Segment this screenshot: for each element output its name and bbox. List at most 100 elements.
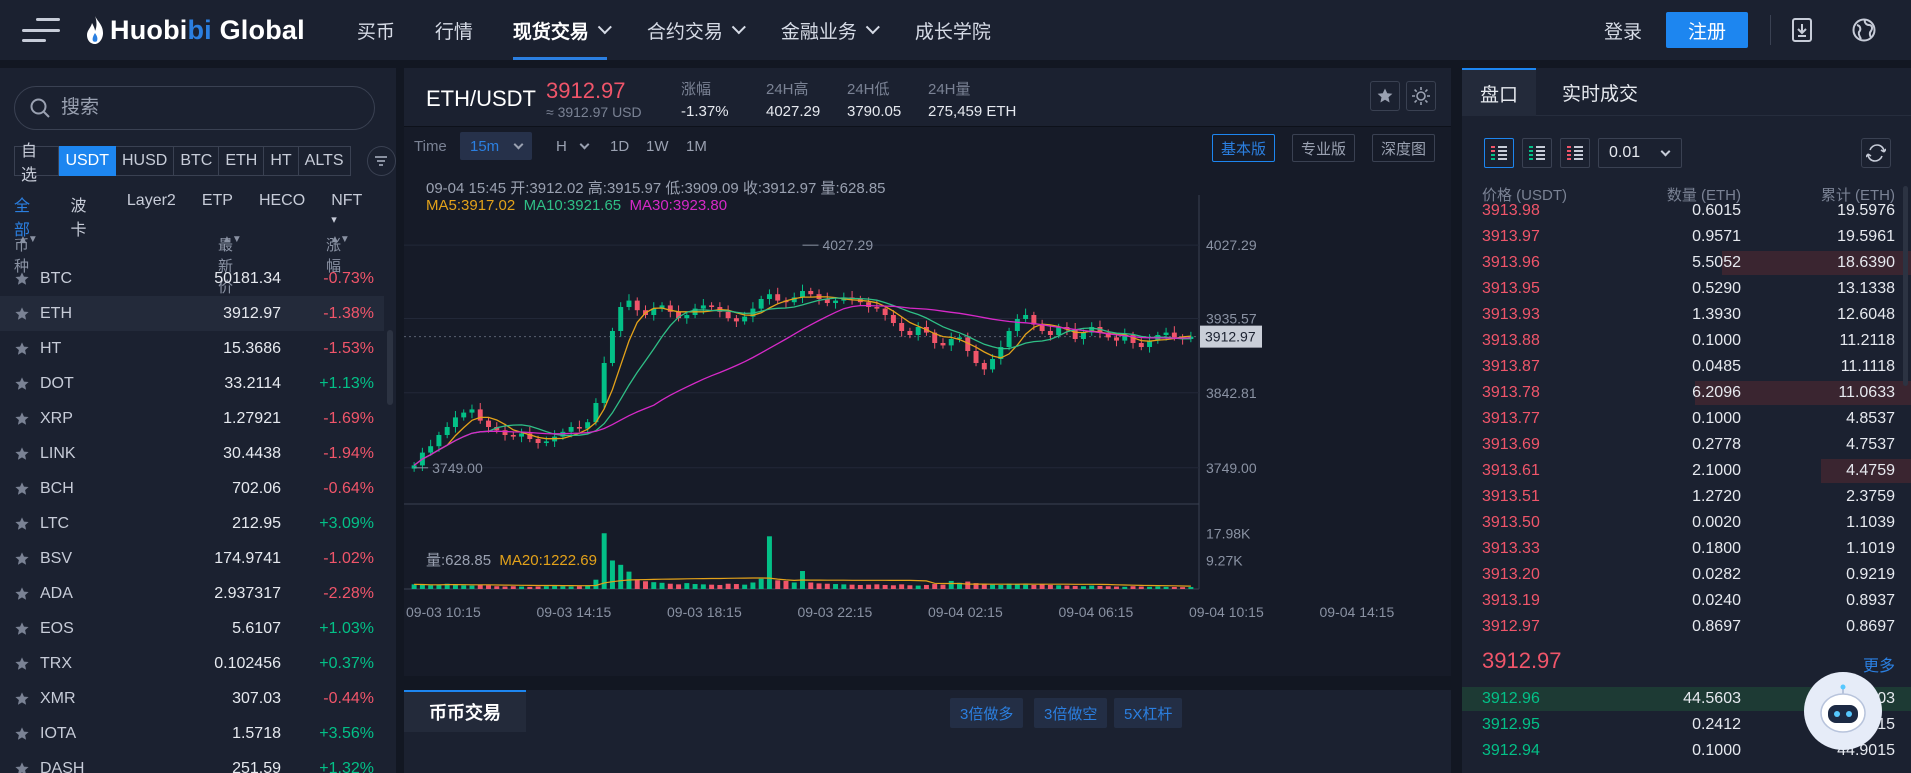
sub-tab-nft[interactable]: NFT ▾ [331, 192, 362, 226]
orderbook-bids-button[interactable] [1522, 138, 1552, 168]
sub-tab-polkadot[interactable]: 波卡 [70, 198, 87, 239]
ask-row[interactable]: 3913.69 0.2778 4.7537 [1462, 432, 1911, 458]
quote-tab-ht[interactable]: HT [264, 146, 299, 176]
ask-row[interactable]: 3913.87 0.0485 11.1118 [1462, 354, 1911, 380]
download-icon[interactable] [1789, 17, 1815, 43]
coin-row[interactable]: TRX 0.102456 +0.37% [0, 646, 384, 681]
sub-tab-all[interactable]: 全部 [14, 198, 31, 239]
tab-orderbook[interactable]: 盘口 [1462, 68, 1537, 116]
star-icon[interactable] [14, 271, 30, 287]
kline-svg[interactable]: 4027.29 3935.57 3842.81 3749.00 3912.97 17.98… [404, 127, 1451, 677]
more-link[interactable]: 更多 [1862, 658, 1895, 675]
login-link[interactable]: 登录 [1603, 21, 1642, 43]
coin-row[interactable]: IOTA 1.5718 +3.56% [0, 716, 384, 751]
list-scrollbar[interactable] [387, 330, 393, 405]
quote-tab-favorites[interactable]: 自选 [14, 143, 60, 184]
coin-row[interactable]: ADA 2.937317 -2.28% [0, 576, 384, 611]
ask-row[interactable]: 3913.50 0.0020 1.1039 [1462, 510, 1911, 536]
coin-row[interactable]: LINK 30.4438 -1.94% [0, 436, 384, 471]
star-icon[interactable] [14, 691, 30, 707]
globe-icon[interactable] [1851, 17, 1877, 43]
ask-row[interactable]: 3913.96 5.5052 18.6390 [1462, 250, 1911, 276]
star-icon[interactable] [14, 446, 30, 462]
quote-tab-eth[interactable]: ETH [219, 146, 265, 176]
view-basic-button[interactable]: 基本版 [1212, 134, 1276, 162]
orderbook-both-button[interactable] [1484, 138, 1514, 168]
support-bot-button[interactable] [1804, 672, 1882, 750]
ask-row[interactable]: 3913.88 0.1000 11.2118 [1462, 328, 1911, 354]
sub-tab-etp[interactable]: ETP [201, 192, 233, 209]
theme-toggle-button[interactable] [1406, 81, 1436, 111]
menu-icon[interactable] [22, 18, 60, 42]
search-box[interactable] [14, 86, 375, 130]
ask-row[interactable]: 3913.78 6.2096 11.0633 [1462, 380, 1911, 406]
sub-tab-layer2[interactable]: Layer2 [126, 192, 176, 209]
interval-1m[interactable]: 1M [686, 138, 707, 155]
ask-row[interactable]: 3913.19 0.0240 0.8937 [1462, 588, 1911, 614]
margin-5x-button[interactable]: 5X杠杆 [1114, 698, 1183, 728]
nav-academy[interactable]: 成长学院 [914, 21, 991, 43]
coin-row[interactable]: DOT 33.2114 +1.13% [0, 366, 384, 401]
kline-chart[interactable]: 4027.29 3935.57 3842.81 3749.00 3912.97 17.98… [404, 126, 1451, 676]
coin-row[interactable]: LTC 212.95 +3.09% [0, 506, 384, 541]
bid-row[interactable]: 3912.94 0.1000 44.9015 [1462, 738, 1911, 764]
ask-row[interactable]: 3913.20 0.0282 0.9219 [1462, 562, 1911, 588]
pair-name[interactable]: ETH/USDT [426, 86, 536, 111]
favorite-button[interactable] [1370, 81, 1400, 111]
logo[interactable]: Huobibi Global [84, 15, 305, 46]
star-icon[interactable] [14, 726, 30, 742]
ask-row[interactable]: 3913.97 0.9571 19.5961 [1462, 224, 1911, 250]
star-icon[interactable] [14, 586, 30, 602]
star-icon[interactable] [14, 551, 30, 567]
nav-spot-trading[interactable]: 现货交易 [512, 0, 612, 60]
quote-tab-husd[interactable]: HUSD [116, 146, 175, 176]
star-icon[interactable] [14, 516, 30, 532]
short-3x-button[interactable]: 3倍做空 [1034, 698, 1108, 728]
star-icon[interactable] [14, 306, 30, 322]
sub-tab-heco[interactable]: HECO [258, 192, 306, 209]
quote-tab-alts[interactable]: ALTS [298, 146, 351, 176]
switch-layout-button[interactable] [1861, 138, 1891, 168]
coin-row[interactable]: DASH 251.59 +1.32% [0, 751, 384, 773]
coin-row[interactable]: HT 15.3686 -1.53% [0, 331, 384, 366]
coin-row[interactable]: ETH 3912.97 -1.38% [0, 296, 384, 331]
interval-1w[interactable]: 1W [646, 138, 669, 155]
ask-row[interactable]: 3913.61 2.1000 4.4759 [1462, 458, 1911, 484]
star-icon[interactable] [14, 481, 30, 497]
precision-select[interactable]: 0.01 [1598, 138, 1682, 168]
ask-row[interactable]: 3913.98 0.6015 19.5976 [1462, 198, 1911, 224]
coin-row[interactable]: BCH 702.06 -0.64% [0, 471, 384, 506]
view-depth-button[interactable]: 深度图 [1372, 134, 1436, 162]
register-button[interactable]: 注册 [1666, 12, 1748, 48]
ask-row[interactable]: 3913.77 0.1000 4.8537 [1462, 406, 1911, 432]
nav-buy-crypto[interactable]: 买币 [356, 21, 395, 43]
tab-spot-trade[interactable]: 币币交易 [404, 690, 526, 732]
star-icon[interactable] [14, 656, 30, 672]
star-icon[interactable] [14, 411, 30, 427]
tab-recent-trades[interactable]: 实时成交 [1562, 83, 1639, 105]
search-input[interactable] [61, 97, 341, 119]
coin-row[interactable]: EOS 5.6107 +1.03% [0, 611, 384, 646]
hour-interval-select[interactable]: H [552, 132, 598, 160]
orderbook-scrollbar[interactable] [1903, 186, 1908, 386]
coin-row[interactable]: XMR 307.03 -0.44% [0, 681, 384, 716]
star-icon[interactable] [14, 376, 30, 392]
ask-row[interactable]: 3913.51 1.2720 2.3759 [1462, 484, 1911, 510]
nav-markets[interactable]: 行情 [434, 21, 473, 43]
orderbook-asks-button[interactable] [1560, 138, 1590, 168]
coin-row[interactable]: BTC 50181.34 -0.73% [0, 261, 384, 296]
quote-tab-usdt[interactable]: USDT [59, 146, 116, 176]
star-icon[interactable] [14, 621, 30, 637]
ask-row[interactable]: 3913.95 0.5290 13.1338 [1462, 276, 1911, 302]
nav-contract-trading[interactable]: 合约交易 [647, 0, 746, 60]
coin-row[interactable]: BSV 174.9741 -1.02% [0, 541, 384, 576]
ask-row[interactable]: 3913.93 1.3930 12.6048 [1462, 302, 1911, 328]
coin-row[interactable]: XRP 1.27921 -1.69% [0, 401, 384, 436]
ask-row[interactable]: 3913.33 0.1800 1.1019 [1462, 536, 1911, 562]
view-pro-button[interactable]: 专业版 [1292, 134, 1356, 162]
star-icon[interactable] [14, 761, 30, 773]
interval-select[interactable]: 15m [460, 132, 532, 160]
star-icon[interactable] [14, 341, 30, 357]
interval-1d[interactable]: 1D [610, 138, 630, 155]
filter-button[interactable] [366, 146, 396, 176]
